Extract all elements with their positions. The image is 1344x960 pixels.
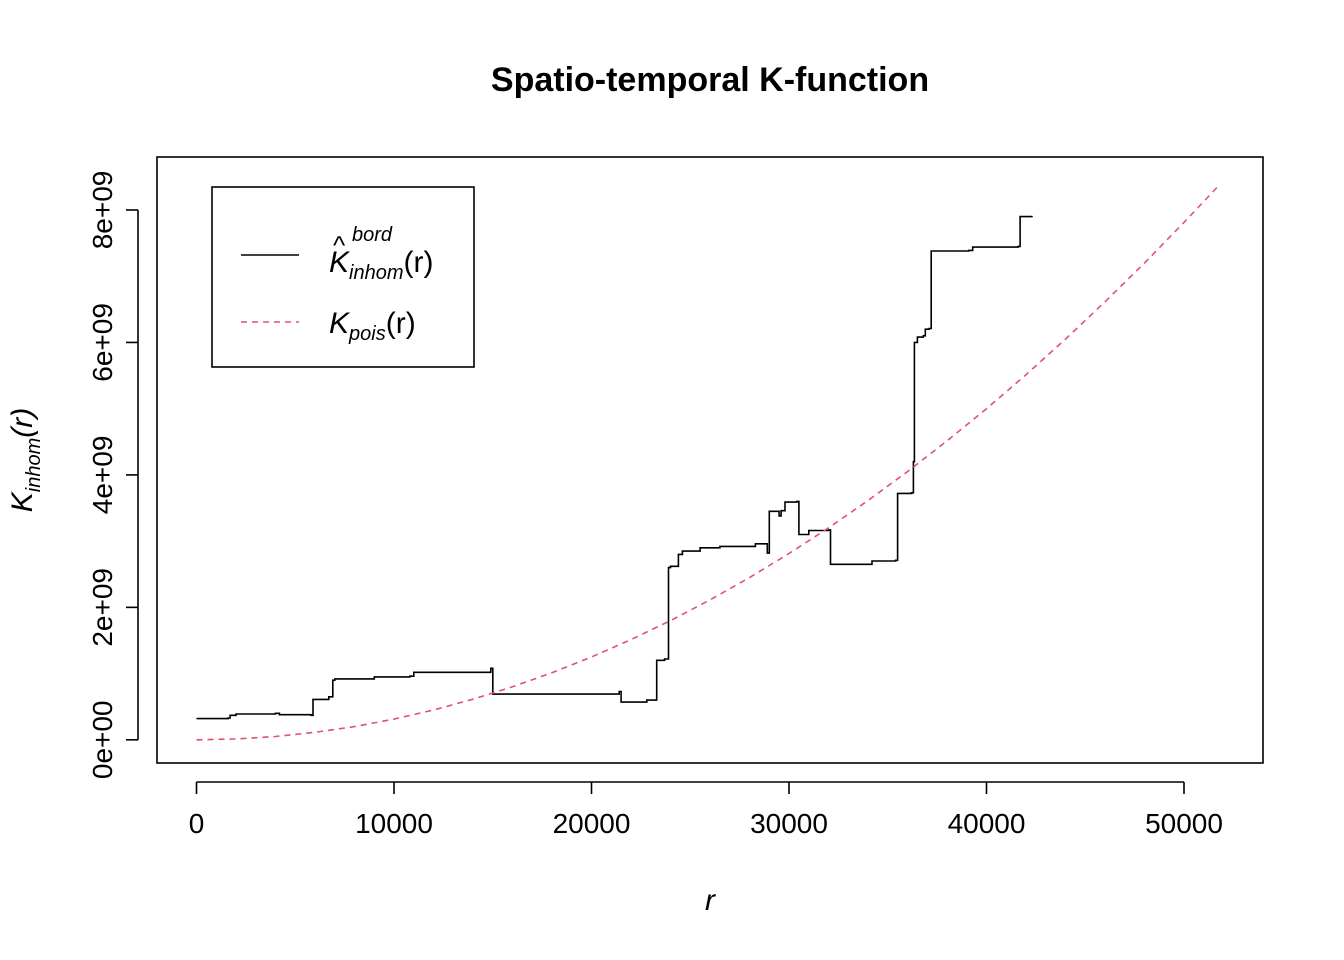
- legend-label-kinhom: Kinhom(r): [329, 246, 433, 284]
- series-line-0: [196, 215, 1033, 720]
- x-tick-label: 10000: [355, 808, 433, 839]
- x-axis-label: r: [705, 884, 716, 917]
- chart-title: Spatio-temporal K-function: [491, 61, 929, 99]
- y-tick-label: 4e+09: [87, 436, 118, 515]
- legend-label-kpois: Kpois(r): [329, 307, 416, 345]
- plot-area-frame: [156, 156, 1264, 764]
- series-line-1: [196, 186, 1219, 741]
- legend-hat-kinhom: ^: [333, 230, 346, 260]
- x-tick-label: 50000: [1145, 808, 1223, 839]
- y-axis-label-main: K: [6, 490, 39, 512]
- y-axis-label-arg: (r): [6, 408, 39, 438]
- y-axis-label: Kinhom(r): [6, 408, 45, 512]
- legend: Kinhom(r) ^ bord Kpois(r): [211, 186, 475, 368]
- legend-box: [211, 186, 475, 368]
- y-tick-label: 8e+09: [87, 171, 118, 250]
- x-tick-label: 30000: [750, 808, 828, 839]
- y-axis-label-sub: inhom: [23, 438, 45, 492]
- x-tick-label: 20000: [553, 808, 631, 839]
- x-tick-label: 0: [189, 808, 205, 839]
- x-axis: 0 10000 20000 30000 40000 50000: [189, 781, 1223, 839]
- y-tick-label: 0e+00: [87, 700, 118, 779]
- legend-sup-kinhom: bord: [352, 224, 393, 246]
- y-tick-label: 2e+09: [87, 568, 118, 647]
- x-tick-label: 40000: [948, 808, 1026, 839]
- series-layer: [196, 186, 1219, 741]
- svg-text:Kinhom(r): Kinhom(r): [6, 408, 45, 512]
- y-tick-label: 6e+09: [87, 303, 118, 382]
- y-axis: 0e+00 2e+09 4e+09 6e+09 8e+09: [87, 171, 139, 779]
